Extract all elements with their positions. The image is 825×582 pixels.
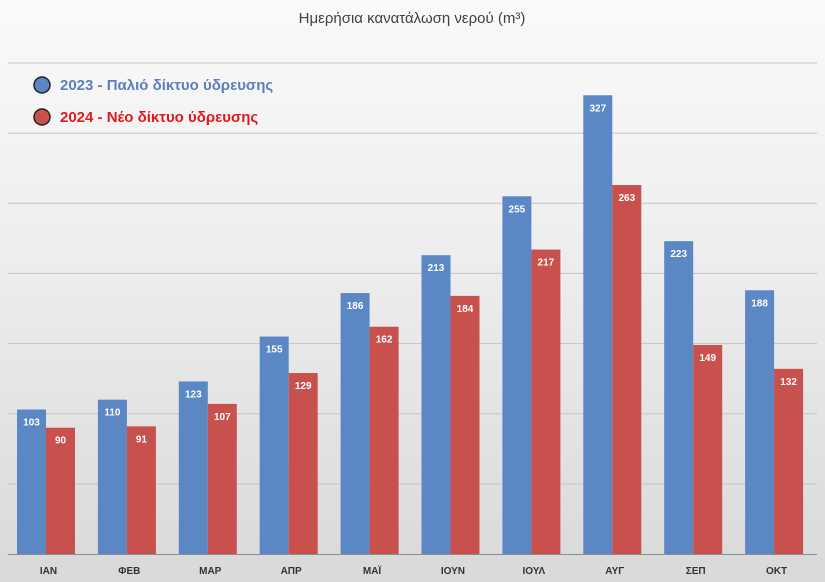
bar-2023-4 [340,293,370,554]
data-label: 162 [376,335,393,346]
bar-2024-1 [126,426,156,554]
data-label: 184 [457,304,474,315]
data-label: 149 [699,353,716,364]
bar-2024-8 [693,344,723,554]
bar-2023-9 [745,290,775,554]
data-label: 110 [104,408,121,419]
x-tick-label: ΣΕΠ [686,566,706,577]
legend-label-2023: 2023 - Παλιό δίκτυο ύδρευσης [60,77,273,94]
data-label: 327 [589,103,606,114]
chart-title: Ημερήσια κανατάλωση νερού (m³) [299,10,526,27]
bar-2024-5 [450,295,480,554]
data-label: 132 [780,377,797,388]
bar-2024-3 [288,373,318,554]
x-axis: ΙΑΝ ΦΕΒ ΜΑΡ ΑΠΡ ΜΑΪ ΙΟΥΝ ΙΟΥΛ ΑΥΓ ΣΕΠ ΟΚΤ [8,554,817,577]
bars: 103 110 123 155 186 213 255 327 223 188 90 91 107 129… [17,95,804,555]
x-tick-label: ΙΑΝ [40,566,57,577]
bar-2023-0 [17,409,46,554]
x-tick-label: ΜΑΪ [363,564,382,577]
bar-2024-7 [612,185,642,554]
gridlines [8,62,817,485]
data-label: 213 [428,263,445,274]
data-label: 129 [295,381,312,392]
x-tick-label: ΙΟΥΝ [441,566,465,577]
data-label: 91 [136,434,148,445]
bar-2023-5 [421,255,451,555]
x-tick-label: ΑΠΡ [281,566,302,577]
legend-item-2024: 2024 - Νέο δίκτυο ύδρευσης [33,108,258,126]
data-label: 155 [266,345,283,356]
data-label: 223 [670,249,687,260]
legend: 2023 - Παλιό δίκτυο ύδρευσης 2024 - Νέο … [33,76,273,126]
legend-label-2024: 2024 - Νέο δίκτυο ύδρευσης [60,109,258,126]
bar-2023-6 [502,196,532,554]
legend-marker-2024 [33,108,51,126]
bar-2023-3 [259,336,289,554]
legend-marker-2023 [33,76,51,94]
data-label: 186 [347,301,364,312]
bar-2024-6 [531,249,561,554]
data-label: 255 [509,204,526,215]
x-tick-label: ΑΥΓ [605,566,624,577]
bar-2023-2 [178,381,208,554]
bar-2024-0 [46,427,75,554]
data-label: 103 [23,418,40,429]
legend-item-2023: 2023 - Παλιό δίκτυο ύδρευσης [33,76,273,94]
bar-2023-7 [583,95,613,554]
data-label: 123 [185,389,202,400]
x-tick-label: ΜΑΡ [199,566,222,577]
x-tick-label: ΙΟΥΛ [522,566,545,577]
bar-2024-4 [369,326,399,554]
data-label: 90 [55,436,67,447]
x-tick-label: ΟΚΤ [766,566,787,577]
data-label: 107 [214,412,231,423]
bar-2024-2 [207,403,237,554]
data-label: 188 [751,298,768,309]
x-tick-label: ΦΕΒ [118,566,140,577]
bar-2023-1 [97,399,127,554]
data-label: 217 [538,258,555,269]
bar-2023-8 [664,241,694,555]
data-label: 263 [618,193,635,204]
bar-2024-9 [774,368,804,554]
